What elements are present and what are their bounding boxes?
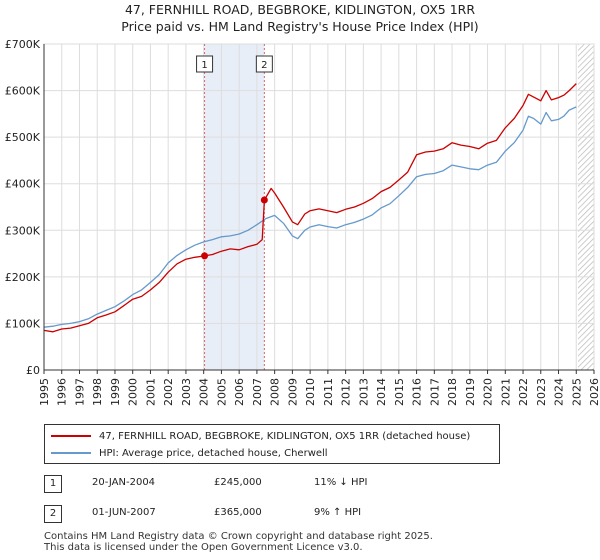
x-tick-label: 2002	[162, 378, 175, 406]
x-tick-label: 2001	[144, 378, 157, 406]
x-tick-label: 2025	[570, 378, 583, 406]
legend-item-property: 47, FERNHILL ROAD, BEGBROKE, KIDLINGTON,…	[51, 428, 470, 444]
sale-point	[201, 252, 209, 260]
sale-number-label: 2	[261, 60, 267, 71]
transaction-row: 2 01-JUN-2007 £365,000 9% ↑ HPI	[44, 505, 564, 523]
y-tick-label: £500K	[5, 131, 41, 144]
x-tick-label: 2014	[375, 378, 388, 406]
x-tick-label: 2003	[180, 378, 193, 406]
y-tick-label: £700K	[5, 38, 41, 51]
hpi-line	[43, 106, 577, 328]
x-tick-label: 1997	[73, 378, 86, 406]
x-tick-label: 2006	[233, 378, 246, 406]
transaction-number: 1	[44, 475, 62, 493]
transaction-price: £245,000	[214, 477, 262, 488]
x-tick-label: 2012	[340, 378, 353, 406]
legend-label-property: 47, FERNHILL ROAD, BEGBROKE, KIDLINGTON,…	[99, 430, 471, 442]
y-tick-label: £300K	[5, 224, 41, 237]
x-tick-label: 1998	[91, 378, 104, 406]
x-tick-label: 2011	[322, 378, 335, 406]
x-tick-label: 2015	[393, 378, 406, 406]
y-tick-label: £200K	[5, 271, 41, 284]
price-chart: £0 £100K £200K £300K £400K £500K £600K £700K 199…	[5, 38, 600, 406]
forecast-hatch	[578, 44, 594, 370]
x-tick-label: 1995	[38, 378, 51, 406]
transaction-date: 01-JUN-2007	[92, 507, 156, 518]
plot-area	[43, 43, 595, 371]
sale-point	[260, 196, 268, 204]
x-tick-label: 2005	[215, 378, 228, 406]
x-tick-label: 2019	[464, 378, 477, 406]
x-tick-label: 2024	[553, 378, 566, 406]
sale-period-band	[204, 44, 265, 370]
sale-number-box	[255, 55, 273, 73]
x-tick-label: 2007	[251, 378, 264, 406]
x-tick-label: 2009	[286, 378, 299, 406]
x-tick-label: 2008	[269, 378, 282, 406]
x-tick-label: 2018	[446, 378, 459, 406]
y-tick-label: £100K	[5, 317, 41, 330]
x-tick-label: 2020	[482, 378, 495, 406]
transaction-hpi-diff: 11% ↓ HPI	[314, 477, 368, 488]
x-tick-label: 2017	[428, 378, 441, 406]
transaction-date: 20-JAN-2004	[92, 477, 156, 488]
x-tick-label: 2026	[588, 378, 600, 406]
transaction-hpi-diff: 9% ↑ HPI	[314, 507, 362, 518]
footer-licence: This data is licensed under the Open Gov…	[44, 542, 363, 553]
x-tick-label: 2016	[411, 378, 424, 406]
y-tick-label: £600K	[5, 85, 41, 98]
x-tick-label: 1999	[109, 378, 122, 406]
legend-swatch-hpi	[51, 452, 91, 454]
transaction-number: 2	[44, 505, 62, 523]
x-tick-label: 1996	[56, 378, 69, 406]
sale-number-box	[196, 55, 214, 73]
x-tick-label: 2023	[535, 378, 548, 406]
chart-subtitle: Price paid vs. HM Land Registry's House …	[121, 19, 479, 34]
transaction-price: £365,000	[214, 507, 262, 518]
legend: 47, FERNHILL ROAD, BEGBROKE, KIDLINGTON,…	[44, 424, 500, 464]
x-tick-label: 2000	[127, 378, 140, 406]
x-tick-label: 2021	[499, 378, 512, 406]
chart-title: 47, FERNHILL ROAD, BEGBROKE, KIDLINGTON,…	[124, 2, 476, 17]
footer-copyright: Contains HM Land Registry data © Crown c…	[44, 531, 433, 542]
legend-item-hpi: HPI: Average price, detached house, Cher…	[51, 445, 328, 461]
legend-label-hpi: HPI: Average price, detached house, Cher…	[99, 447, 328, 459]
legend-swatch-property	[51, 435, 91, 437]
transaction-row: 1 20-JAN-2004 £245,000 11% ↓ HPI	[44, 475, 564, 493]
x-tick-label: 2010	[304, 378, 317, 406]
x-tick-label: 2004	[198, 378, 211, 406]
x-tick-label: 2013	[357, 378, 370, 406]
x-tick-label: 2022	[517, 378, 530, 406]
y-tick-label: £400K	[5, 178, 41, 191]
property-price-line	[43, 83, 577, 333]
y-tick-label: £0	[26, 364, 40, 377]
sale-number-label: 1	[201, 60, 207, 71]
